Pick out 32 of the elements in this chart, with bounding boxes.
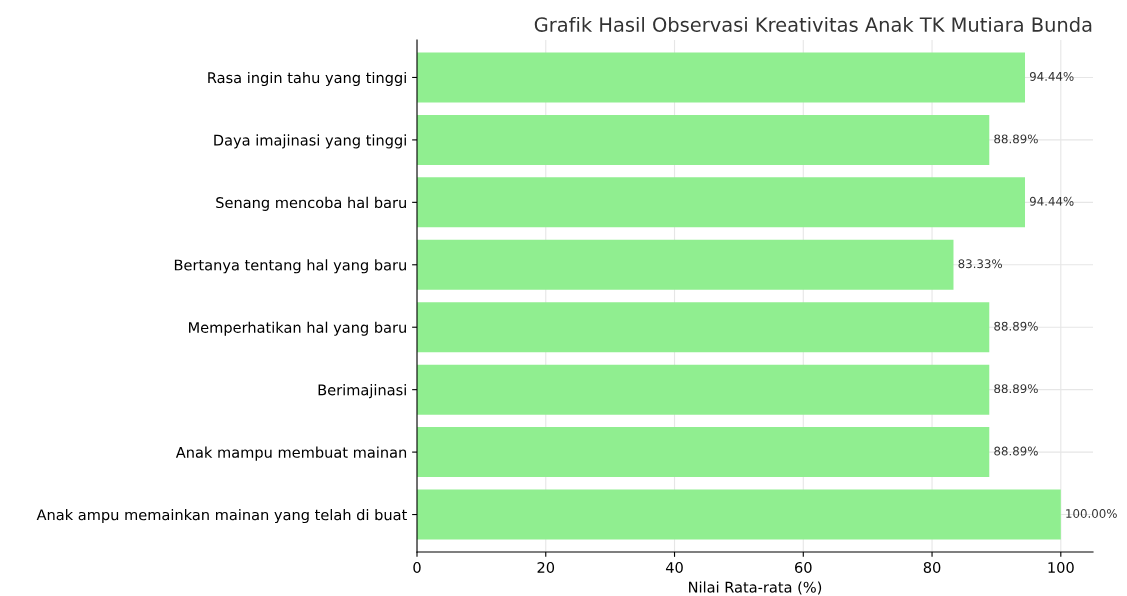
x-tick-label: 100 [1048,561,1074,574]
x-tick-label: 0 [413,561,421,574]
x-axis-title: Nilai Rata-rata (%) [689,581,822,595]
y-tick-label: Memperhatikan hal yang baru [189,321,406,336]
data-label: 100.00% [1066,509,1117,518]
y-tick-label: Anak mampu membuat mainan [175,446,407,461]
data-label: 94.44% [1029,196,1074,206]
data-label: 94.44% [1029,71,1074,81]
data-label: 88.89% [994,134,1038,144]
x-tick-label: 40 [665,561,683,574]
data-label: 88.89% [994,446,1038,456]
data-label: 88.89% [994,384,1038,394]
bar [417,114,990,165]
chart-title: Grafik Hasil Observasi Kreativitas Anak TK Mutiara Bunda [534,16,1092,32]
x-tick-label: 60 [795,561,812,574]
x-tick-label: 80 [923,561,941,574]
y-tick-label: Daya imajinasi yang tinggi [214,134,406,149]
y-tick-label: Berimajinasi [318,384,406,399]
bar [417,239,954,290]
y-tick-label: Rasa ingin tahu yang tinggi [208,71,406,87]
y-tick-label: Anak ampu memainkan mainan yang telah di buat [36,509,407,524]
bar [417,364,990,415]
bar [417,177,1026,228]
bar [417,52,1026,103]
bar [417,302,990,353]
data-label: 88.89% [994,321,1038,331]
x-tick-label: 20 [537,561,555,574]
bar [417,427,990,478]
bar [417,489,1061,540]
y-tick-label: Senang mencoba hal baru [216,196,406,211]
y-tick-label: Bertanya tentang hal yang baru [174,259,406,274]
data-label: 83.33% [958,259,1003,269]
